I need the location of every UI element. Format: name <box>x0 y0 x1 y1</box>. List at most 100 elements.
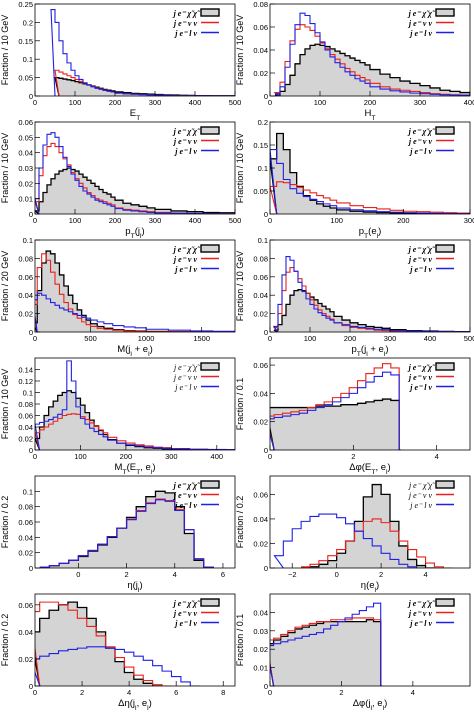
xtick-label: 8 <box>221 688 225 697</box>
xtick-label: 200 <box>397 216 410 225</box>
chart-panel-p5: 0 0.02 0.04 0.06 0.08 0.1 0 500 1000 1500 M(jl + e… <box>0 236 236 358</box>
legend: j e⁻ χ̃ χ̃j e⁻ ν νj e⁻ l ν <box>407 244 455 274</box>
ytick-label: 0.04 <box>253 46 268 55</box>
legend: j e⁻ χ̃ χ̃j e⁻ ν νj e⁻ l ν <box>172 244 220 274</box>
chart-panel-p1: 0 0.05 0.1 0.15 0.2 0.25 0 100 200 300 400 500 ET Fra… <box>0 0 241 122</box>
legend-swatch-0 <box>200 8 220 17</box>
axes-frame <box>269 357 471 451</box>
series-line-2 <box>274 12 470 96</box>
y-axis-label: Fraction / 10 GeV <box>235 133 245 204</box>
ytick-label: 0.06 <box>18 412 33 421</box>
x-axis-label: Δη(jl, el) <box>118 698 152 712</box>
legend-label-0: j e⁻ χ̃ χ̃ <box>172 481 201 490</box>
legend-swatch-0 <box>200 480 220 489</box>
ytick-label: 0.2 <box>23 18 33 27</box>
xtick-label: 4 <box>435 452 439 461</box>
xtick-label: 0 <box>33 98 37 107</box>
series-fill-0 <box>274 289 470 332</box>
legend-label-1: j e⁻ ν ν <box>407 255 433 264</box>
y-axis-label: Fraction / 10 GeV <box>235 15 245 86</box>
legend-swatch-0 <box>435 126 455 135</box>
ytick-label: 0.15 <box>253 141 268 150</box>
ytick-label: 0.03 <box>253 627 268 636</box>
y-axis-label: Fraction / 10 GeV <box>235 251 245 322</box>
series-line-2 <box>273 513 418 568</box>
legend-label-0: j e⁻ χ̃ χ̃ <box>172 245 201 254</box>
x-axis-label: pT(el) <box>359 226 382 240</box>
ytick-label: 0.1 <box>23 389 33 398</box>
ytick-label: 0.06 <box>253 273 268 282</box>
xtick-label: 0 <box>268 334 272 343</box>
legend-label-1: j e⁻ ν ν <box>172 137 198 146</box>
xtick-label: 300 <box>464 216 474 225</box>
chart-panel-p12: 0 0.01 0.02 0.03 0.04 0 2 4 Δφ(jl, el) Fraction /… <box>235 593 471 712</box>
series-line-1 <box>35 413 235 450</box>
y-axis-label: Fraction / 20 GeV <box>0 251 10 322</box>
ytick-label: 0.08 <box>18 503 33 512</box>
xtick-label: 100 <box>74 452 87 461</box>
axes-frame <box>269 239 471 333</box>
chart-panel-p11: 0 0.02 0.04 0.06 0 2 4 6 8 Δη(jl, el) Fraction / 0… <box>0 593 236 712</box>
ytick-label: 0.04 <box>253 291 268 300</box>
chart-panel-p7: 00.020.040.060.080.10.120.140 100 200 300 40… <box>0 357 236 476</box>
legend-label-0: j e⁻ χ̃ χ̃ <box>407 245 436 254</box>
x-axis-label: MT(ET, el) <box>114 462 155 476</box>
xtick-label: 4 <box>127 688 131 697</box>
legend-label-1: j e⁻ ν ν <box>173 373 198 382</box>
ytick-label: 0 <box>264 446 268 455</box>
xtick-label: 0 <box>33 334 37 343</box>
legend-label-0: j e⁻ χ̃ χ̃ <box>407 9 436 18</box>
chart-panel-p4: 0 0.05 0.1 0.15 0.2 0 100 200 300 pT(el) Fraction … <box>235 118 474 240</box>
xtick-label: 0 <box>268 216 272 225</box>
ytick-label: 0.1 <box>258 164 268 173</box>
y-axis-label: Fraction / 0.2 <box>0 614 10 667</box>
series-line-1 <box>301 518 453 568</box>
ytick-label: 0.08 <box>253 254 268 263</box>
series-fill-0 <box>270 619 383 686</box>
ytick-label: 0.02 <box>253 69 268 78</box>
ytick-label: 0.01 <box>253 664 268 673</box>
x-axis-label: HT <box>364 108 376 122</box>
xtick-label: 400 <box>211 452 224 461</box>
legend: j e⁻ χ̃ χ̃j e⁻ ν νj e⁻ l ν <box>407 598 455 628</box>
plot-area <box>270 602 383 686</box>
ytick-label: 0.1 <box>23 55 33 64</box>
legend: j e⁻ χ̃ χ̃j e⁻ ν νj e⁻ l ν <box>172 8 220 38</box>
ytick-label: 0.1 <box>23 236 33 245</box>
ytick-label: 0.02 <box>18 310 33 319</box>
series-line-2 <box>35 292 235 332</box>
y-axis-label: Fraction / 0.1 <box>235 378 245 431</box>
plot-area <box>273 12 470 96</box>
xtick-label: 1500 <box>193 334 210 343</box>
series-fill-0 <box>35 602 163 686</box>
xtick-label: 100 <box>69 98 82 107</box>
ytick-label: 0 <box>29 564 33 573</box>
ytick-label: 0.02 <box>253 539 268 548</box>
legend-label-1: j e⁻ ν ν <box>408 491 433 500</box>
series-line-0 <box>35 601 163 686</box>
ytick-label: 0.05 <box>18 74 33 83</box>
xtick-label: 300 <box>149 98 162 107</box>
xtick-label: 200 <box>109 216 122 225</box>
legend-label-2: j e⁻ l ν <box>173 501 197 510</box>
ytick-label: 0 <box>264 328 268 337</box>
ytick-label: 0.04 <box>18 628 33 637</box>
ytick-label: 0.06 <box>18 601 33 610</box>
ytick-label: 0.06 <box>253 361 268 370</box>
legend-label-2: j e⁻ l ν <box>409 501 432 510</box>
axes-frame <box>269 475 471 569</box>
legend-label-2: j e⁻ l ν <box>173 147 197 156</box>
ytick-label: 0.02 <box>253 310 268 319</box>
xtick-label: 300 <box>165 452 178 461</box>
legend: j e⁻ χ̃ χ̃j e⁻ ν νj e⁻ l ν <box>408 480 455 510</box>
ytick-label: 0 <box>29 446 33 455</box>
xtick-label: 6 <box>221 570 225 579</box>
series-line-1 <box>35 601 172 686</box>
legend-label-1: j e⁻ ν ν <box>172 491 198 500</box>
y-axis-label: Fraction / 0.2 <box>0 496 10 549</box>
ytick-label: 0.2 <box>258 118 268 127</box>
legend-label-2: j e⁻ l ν <box>174 383 197 392</box>
legend: j e⁻ χ̃ χ̃j e⁻ ν νj e⁻ l ν <box>172 480 220 510</box>
legend-label-2: j e⁻ l ν <box>173 619 197 628</box>
legend-label-2: j e⁻ l ν <box>408 619 432 628</box>
